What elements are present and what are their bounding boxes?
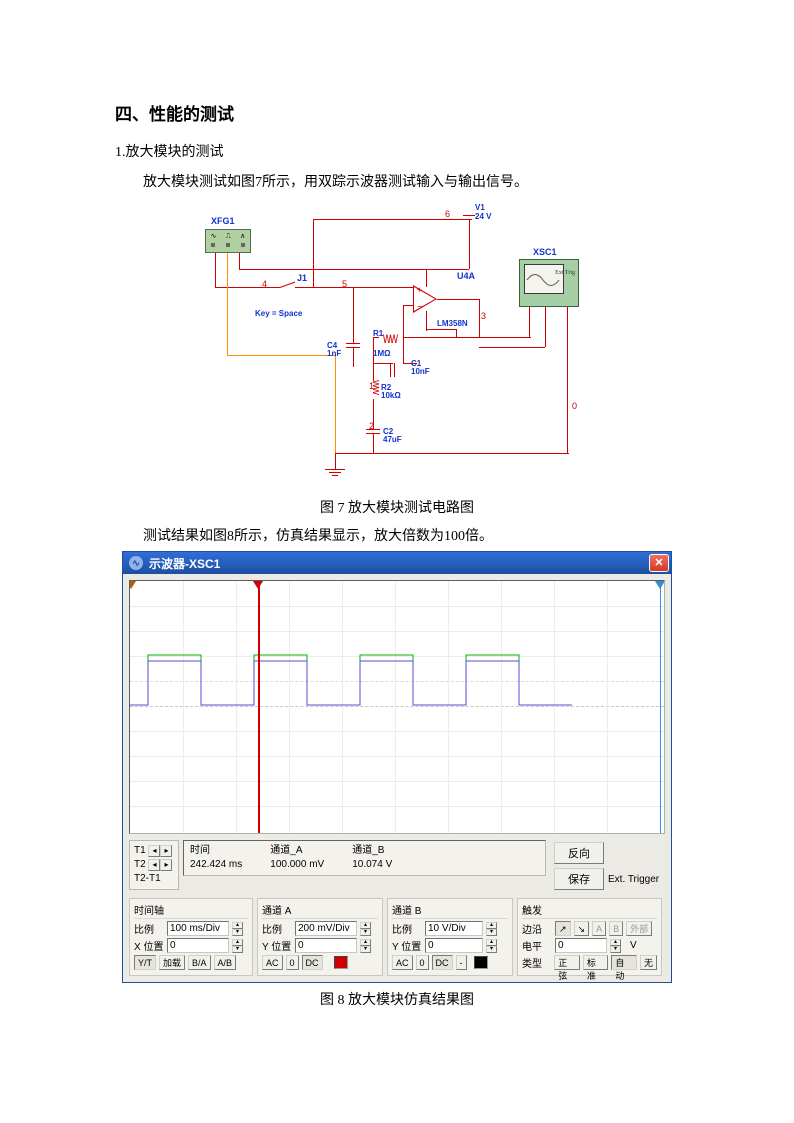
- t2-right[interactable]: ▸: [160, 859, 172, 871]
- figure7-caption: 图 7 放大模块测试电路图: [115, 497, 679, 517]
- figure8-caption: 图 8 放大模块仿真结果图: [115, 989, 679, 1009]
- ext-trigger-label: Ext. Trigger: [608, 874, 659, 885]
- chb-value: 10.074 V: [352, 858, 392, 872]
- cha-value: 100.000 mV: [270, 858, 324, 872]
- oscilloscope-window: ∿ 示波器-XSC1 ✕: [122, 551, 672, 983]
- edge-rise-button[interactable]: ↗: [555, 921, 571, 936]
- trig-ext-button[interactable]: 外部: [626, 921, 652, 936]
- window-title: 示波器-XSC1: [149, 555, 220, 572]
- chb-scale-input[interactable]: 10 V/Div: [425, 921, 483, 936]
- chb-dc-button[interactable]: DC: [432, 955, 453, 970]
- trig-a-button[interactable]: A: [592, 921, 606, 936]
- cha-scale-input[interactable]: 200 mV/Div: [295, 921, 357, 936]
- measurement-panel: 时间 242.424 ms 通道_A 100.000 mV 通道_B 10.07…: [183, 840, 546, 876]
- add-button[interactable]: 加载: [159, 955, 185, 970]
- type-sine-button[interactable]: 正弦: [554, 955, 580, 970]
- cursor-panel: T1 ◂▸ T2 ◂▸ T2-T1: [129, 840, 179, 890]
- edge-fall-button[interactable]: ↘: [574, 921, 590, 936]
- ab-button[interactable]: A/B: [214, 955, 237, 970]
- xfg1-label: XFG1: [211, 216, 235, 226]
- cha-0-button[interactable]: 0: [286, 955, 299, 970]
- save-button[interactable]: 保存: [554, 868, 604, 890]
- timebase-input[interactable]: 100 ms/Div: [167, 921, 229, 936]
- chb-color[interactable]: [474, 956, 488, 969]
- paragraph-intro: 放大模块测试如图7所示，用双踪示波器测试输入与输出信号。: [115, 171, 679, 191]
- section-heading: 四、性能的测试: [115, 100, 679, 125]
- type-none-button[interactable]: 无: [640, 955, 657, 970]
- type-normal-button[interactable]: 标准: [583, 955, 609, 970]
- cursor-t2[interactable]: [660, 581, 661, 833]
- chb-dash-button[interactable]: -: [456, 955, 467, 970]
- ba-button[interactable]: B/A: [188, 955, 211, 970]
- cha-color[interactable]: [334, 956, 348, 969]
- key-label: Key = Space: [255, 309, 302, 318]
- yt-button[interactable]: Y/T: [134, 955, 156, 970]
- cha-dc-button[interactable]: DC: [302, 955, 323, 970]
- trigger-group: 触发 边沿 ↗ ↘ A B 外部 电平 0 ▴▾ V: [517, 898, 662, 976]
- timebase-group: 时间轴 比例 100 ms/Div ▴▾ X 位置 0 ▴▾ Y/T 加载: [129, 898, 253, 976]
- subsection: 1.放大模块的测试: [115, 141, 679, 161]
- time-value: 242.424 ms: [190, 858, 242, 872]
- chb-ac-button[interactable]: AC: [392, 955, 413, 970]
- paragraph-result: 测试结果如图8所示，仿真结果显示，放大倍数为100倍。: [115, 525, 679, 545]
- type-auto-button[interactable]: 自动: [611, 955, 637, 970]
- t1-right[interactable]: ▸: [160, 845, 172, 857]
- t2-left[interactable]: ◂: [148, 859, 160, 871]
- chb-ypos-input[interactable]: 0: [425, 938, 483, 953]
- j1-label: J1: [297, 273, 307, 283]
- titlebar: ∿ 示波器-XSC1 ✕: [123, 552, 671, 574]
- app-icon: ∿: [129, 556, 143, 570]
- cha-ypos-input[interactable]: 0: [295, 938, 357, 953]
- xpos-input[interactable]: 0: [167, 938, 229, 953]
- chb-0-button[interactable]: 0: [416, 955, 429, 970]
- channel-b-group: 通道 B 比例 10 V/Div ▴▾ Y 位置 0 ▴▾ AC 0 DC: [387, 898, 513, 976]
- scope-display: [129, 580, 665, 834]
- close-button[interactable]: ✕: [649, 554, 669, 572]
- reverse-button[interactable]: 反向: [554, 842, 604, 864]
- circuit-diagram: ∿⎍∧ XFG1 J1 Key = Space 4 5 6 3 1 2 0 C4…: [187, 201, 607, 491]
- trig-b-button[interactable]: B: [609, 921, 623, 936]
- t1-left[interactable]: ◂: [148, 845, 160, 857]
- channel-a-group: 通道 A 比例 200 mV/Div ▴▾ Y 位置 0 ▴▾ AC 0: [257, 898, 383, 976]
- cursor-t1[interactable]: [258, 581, 260, 833]
- level-input[interactable]: 0: [555, 938, 607, 953]
- cha-ac-button[interactable]: AC: [262, 955, 283, 970]
